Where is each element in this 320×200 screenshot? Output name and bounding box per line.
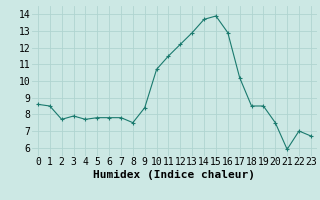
X-axis label: Humidex (Indice chaleur): Humidex (Indice chaleur) [93, 170, 255, 180]
